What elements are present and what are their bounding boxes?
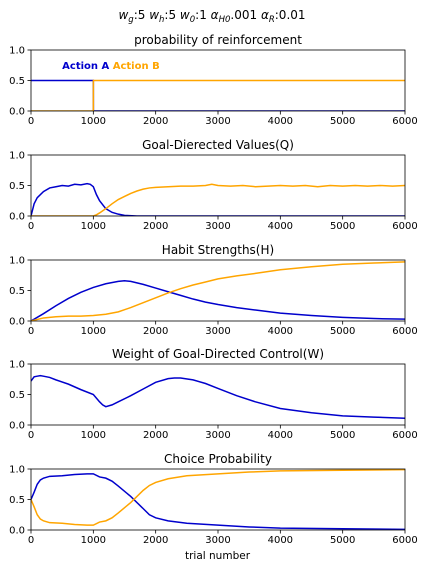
x-tick-label: 3000 (205, 326, 230, 337)
y-tick-label: 0.5 (9, 495, 25, 506)
series-line-1 (31, 473, 405, 530)
subplot-title: probability of reinforcement (134, 33, 302, 47)
y-tick-label: 1.0 (9, 46, 25, 57)
subplot-2: Goal-Dierected Values(Q) 0 1000 2000 3000 400… (9, 138, 418, 232)
series-line-1 (31, 79, 405, 111)
x-tick-label: 4000 (268, 535, 293, 546)
x-tick-label: 6000 (392, 326, 417, 337)
x-tick-label: 1000 (81, 326, 106, 337)
x-tick-label: 2000 (143, 430, 168, 441)
x-tick-label: 0 (28, 116, 34, 127)
y-tick-label: 0.0 (9, 526, 25, 537)
figure-suptitle: wg​:5 wh​:5 w0​:1 αH0​.001 αR​:0.01 (118, 8, 305, 25)
y-tick-label: 0.0 (9, 317, 25, 328)
x-tick-label: 2000 (143, 535, 168, 546)
x-tick-label: 2000 (143, 116, 168, 127)
subplot-3: Habit Strengths(H) 0 1000 2000 3000 4000 5000 6… (9, 243, 418, 337)
series-line-2 (31, 79, 405, 111)
x-axis-label: trial number (185, 550, 251, 562)
x-tick-label: 4000 (268, 221, 293, 232)
legend-entry-2: Action B (109, 61, 159, 72)
x-tick-label: 6000 (392, 430, 417, 441)
subplot-title: Habit Strengths(H) (162, 243, 274, 257)
x-tick-label: 1000 (81, 535, 106, 546)
x-tick-label: 3000 (205, 535, 230, 546)
y-tick-label: 1.0 (9, 256, 25, 267)
x-tick-label: 3000 (205, 221, 230, 232)
x-tick-label: 5000 (330, 326, 355, 337)
x-tick-label: 0 (28, 430, 34, 441)
subplots: probability of reinforcement 0 1000 2000 300… (9, 33, 418, 546)
y-tick-label: 0.0 (9, 212, 25, 223)
series-line-2 (31, 261, 405, 321)
legend-entry-1: Action A (62, 61, 109, 72)
y-tick-label: 0.5 (9, 286, 25, 297)
x-tick-label: 0 (28, 326, 34, 337)
x-tick-label: 1000 (81, 116, 106, 127)
subplot-4: Weight of Goal-Directed Control(W) 0 1000 2… (9, 347, 418, 441)
y-tick-label: 0.5 (9, 181, 25, 192)
y-tick-label: 0.5 (9, 76, 25, 87)
x-tick-label: 2000 (143, 221, 168, 232)
y-tick-label: 0.0 (9, 107, 25, 118)
subplot-5: Choice Probability 0 1000 2000 3000 4000 5000 6… (9, 452, 418, 546)
x-tick-label: 3000 (205, 116, 230, 127)
subplot-title: Goal-Dierected Values(Q) (142, 138, 294, 152)
x-tick-label: 4000 (268, 430, 293, 441)
series-line-2 (31, 469, 405, 526)
x-tick-label: 0 (28, 221, 34, 232)
y-tick-label: 0.5 (9, 390, 25, 401)
x-tick-label: 2000 (143, 326, 168, 337)
x-tick-label: 5000 (330, 430, 355, 441)
x-tick-label: 6000 (392, 116, 417, 127)
y-tick-label: 0.0 (9, 421, 25, 432)
y-tick-label: 1.0 (9, 360, 25, 371)
x-tick-label: 5000 (330, 535, 355, 546)
x-tick-label: 0 (28, 535, 34, 546)
y-tick-label: 1.0 (9, 151, 25, 162)
x-tick-label: 6000 (392, 221, 417, 232)
subplot-title: Weight of Goal-Directed Control(W) (112, 347, 324, 361)
x-tick-label: 5000 (330, 221, 355, 232)
axes-frame (30, 468, 406, 531)
series-line-1 (31, 182, 405, 216)
x-tick-label: 1000 (81, 221, 106, 232)
series-line-1 (31, 279, 405, 321)
subplot-1: probability of reinforcement 0 1000 2000 300… (9, 33, 418, 127)
subplot-title: Choice Probability (164, 452, 272, 466)
x-tick-label: 6000 (392, 535, 417, 546)
x-tick-label: 1000 (81, 430, 106, 441)
x-tick-label: 5000 (330, 116, 355, 127)
x-tick-label: 4000 (268, 116, 293, 127)
series-line-2 (31, 183, 405, 216)
legend: Action A Action B (62, 61, 160, 72)
x-tick-label: 3000 (205, 430, 230, 441)
y-tick-label: 1.0 (9, 465, 25, 476)
x-tick-label: 4000 (268, 326, 293, 337)
series-line-1 (31, 374, 405, 420)
